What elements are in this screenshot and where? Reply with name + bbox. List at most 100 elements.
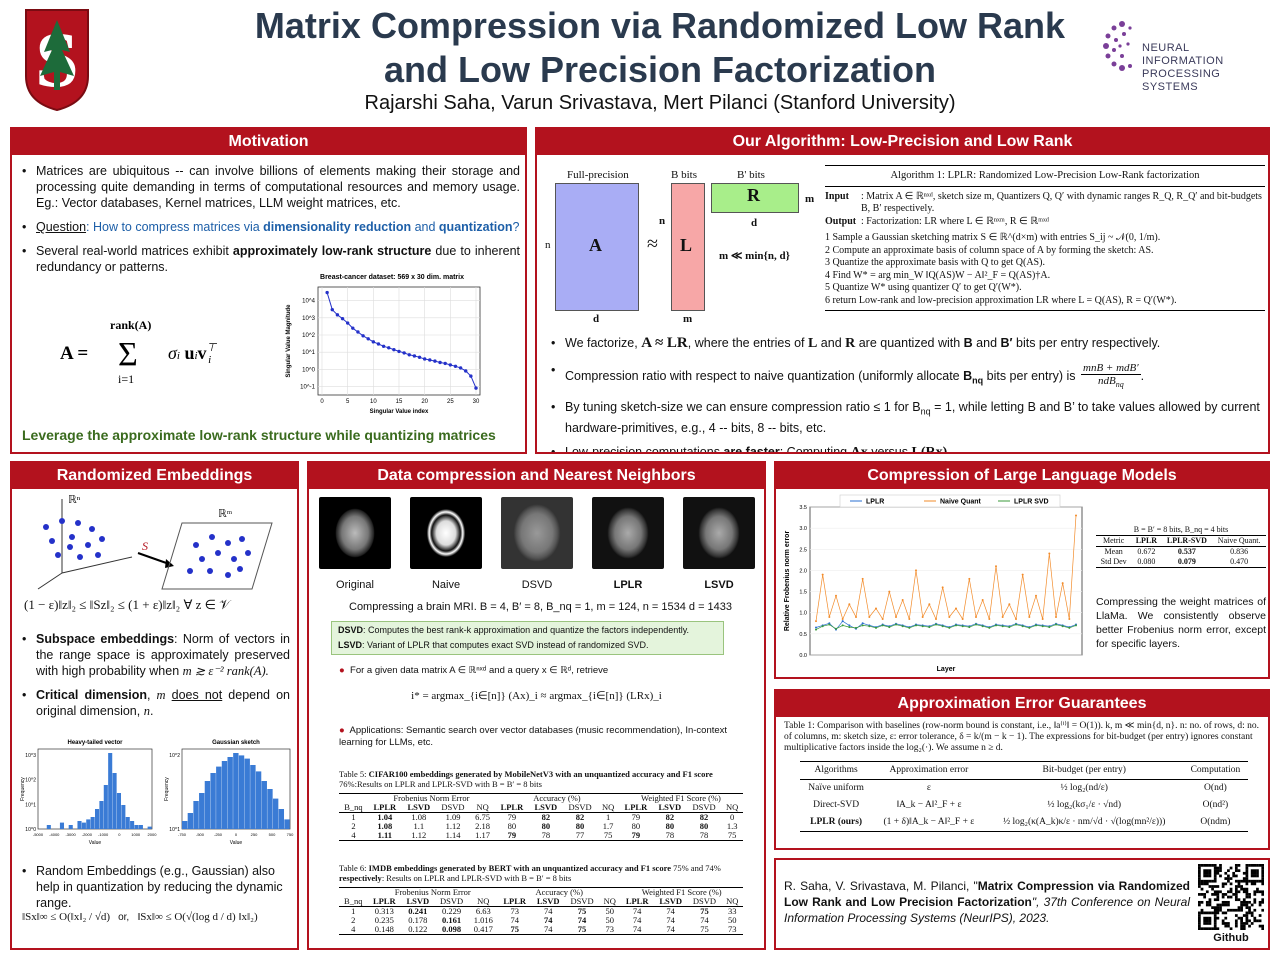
ratio-denominator: ndB	[1097, 375, 1116, 387]
qr-module	[1198, 914, 1201, 917]
eb2-bold: Critical dimension	[36, 688, 147, 702]
table-cell: 0.235	[374, 915, 394, 925]
data-point	[1041, 625, 1044, 628]
y-tick-label: 1.0	[799, 611, 807, 617]
data-point	[376, 342, 381, 346]
t5-group-1: Frobenius Norm Error	[393, 793, 470, 803]
data-point	[433, 359, 437, 363]
data-point	[1021, 625, 1024, 628]
qr-module	[1227, 877, 1230, 880]
reference-title: Matrix Compression via Randomized Low Ra…	[784, 879, 1191, 909]
github-qr-code[interactable]	[1198, 864, 1265, 931]
table-header-cell: NQ	[726, 802, 739, 812]
qr-module	[1224, 911, 1228, 915]
b1-text-6: bits per entry respectively.	[1012, 336, 1161, 350]
qr-module	[1234, 869, 1238, 873]
qr-module	[1261, 874, 1265, 878]
matrix-L-label: L	[680, 235, 693, 255]
qr-module	[1216, 898, 1220, 902]
algorithm-step: 3 Quantize the approximate basis with Q …	[825, 257, 1045, 268]
matrix-R	[711, 183, 799, 213]
algorithm-bullet-4: Low-precision computations are faster: C…	[549, 444, 1261, 452]
qr-module	[1205, 869, 1209, 873]
qr-module	[1198, 866, 1201, 870]
qr-module	[1237, 898, 1241, 902]
llm-table: B = B′ = 8 bits, B_nq = 4 bits Metric LPL…	[1096, 525, 1266, 568]
reference-panel: R. Saha, V. Srivastava, M. Pilanci, "Mat…	[774, 858, 1270, 950]
table-cell: 0.098	[442, 924, 462, 934]
histogram-bar	[108, 753, 113, 829]
table-cell: Mean	[1104, 547, 1123, 556]
chart-title: Gaussian sketch	[212, 740, 260, 746]
table-cell: 74	[577, 915, 587, 925]
table-cell: 1.08	[377, 821, 393, 831]
neurips-line2: PROCESSING SYSTEMS	[1142, 68, 1221, 93]
qr-module	[1216, 908, 1220, 912]
mri-caption: Compressing a brain MRI. B = 4, B′ = 8, …	[349, 601, 733, 613]
data-point	[458, 366, 463, 370]
github-link[interactable]: Github	[1213, 932, 1249, 944]
data-point	[968, 577, 971, 580]
table-cell: 1	[351, 906, 356, 916]
table-cell: Std Dev	[1100, 557, 1127, 566]
qr-module	[1234, 887, 1238, 891]
embedding-diagram: ℝⁿ ℝᵐ S	[32, 493, 292, 593]
table-cell: 50	[727, 915, 737, 925]
qr-module	[1213, 924, 1217, 928]
qr-module	[1253, 879, 1257, 883]
table-cell: 80	[699, 821, 709, 831]
table-header-cell: DSVD	[568, 802, 592, 812]
qr-module	[1253, 919, 1257, 923]
qr-module	[1256, 871, 1259, 875]
qr-module	[1198, 877, 1201, 880]
data-point	[438, 360, 442, 365]
table-cell: 74	[700, 915, 709, 925]
data-point	[407, 353, 411, 357]
qr-module	[1200, 893, 1204, 896]
data-point	[366, 337, 370, 341]
mri-caption-original: Original	[336, 579, 374, 591]
table-cell: 0.229	[442, 906, 462, 916]
data-point	[875, 626, 877, 629]
qr-module	[1208, 919, 1212, 923]
qr-module	[1203, 919, 1207, 923]
guarantees-heading: Approximation Error Guarantees	[776, 691, 1268, 717]
qr-module	[1245, 919, 1249, 923]
qr-module	[1216, 869, 1220, 873]
leverage-statement: Leverage the approximate low-rank struct…	[22, 427, 496, 443]
data-point	[848, 603, 851, 606]
data-point	[340, 316, 345, 321]
qr-module	[1261, 879, 1265, 883]
qr-module	[1213, 908, 1217, 912]
qr-module	[1256, 887, 1259, 891]
qr-module	[1224, 916, 1228, 920]
x-tick-label: -5000	[33, 832, 44, 837]
qr-module	[1213, 916, 1217, 920]
histogram-bar	[130, 821, 135, 829]
x-tick-label: -250	[214, 832, 223, 837]
qr-module	[1198, 882, 1201, 886]
x-tick-label: 0	[118, 832, 121, 837]
histogram-bar	[112, 773, 117, 829]
histogram-bar	[244, 758, 250, 829]
data-point	[474, 386, 478, 390]
qr-module	[1227, 924, 1230, 928]
gaussian-sketch-histogram: Gaussian sketch 10^1 10^2 -750 -500 -250 0 250 5…	[162, 735, 296, 853]
histogram-bar	[227, 757, 233, 829]
y-tick-label: 1.5	[799, 590, 807, 596]
plot-frame	[809, 506, 1083, 656]
qr-module	[1229, 882, 1233, 886]
qr-module	[1237, 885, 1241, 888]
table-header-cell: B_nq	[344, 896, 363, 906]
table-row: 4 0.148 0.122 0.098 0.417 75 74 75 73 74 74 75 73	[339, 925, 743, 935]
table-cell: 2	[351, 915, 356, 925]
legend-box	[839, 494, 1061, 508]
qr-module	[1205, 900, 1209, 904]
qr-module	[1205, 903, 1209, 907]
dsvd-label: DSVD	[338, 625, 364, 635]
data-point	[941, 625, 944, 628]
algorithm-step: 4 Find W* = arg min_W ‖Q(AS)W − A‖²_F = …	[825, 269, 1051, 281]
x-axis-label: Value	[230, 840, 243, 846]
qr-module	[1234, 893, 1238, 896]
qr-module	[1224, 877, 1228, 880]
